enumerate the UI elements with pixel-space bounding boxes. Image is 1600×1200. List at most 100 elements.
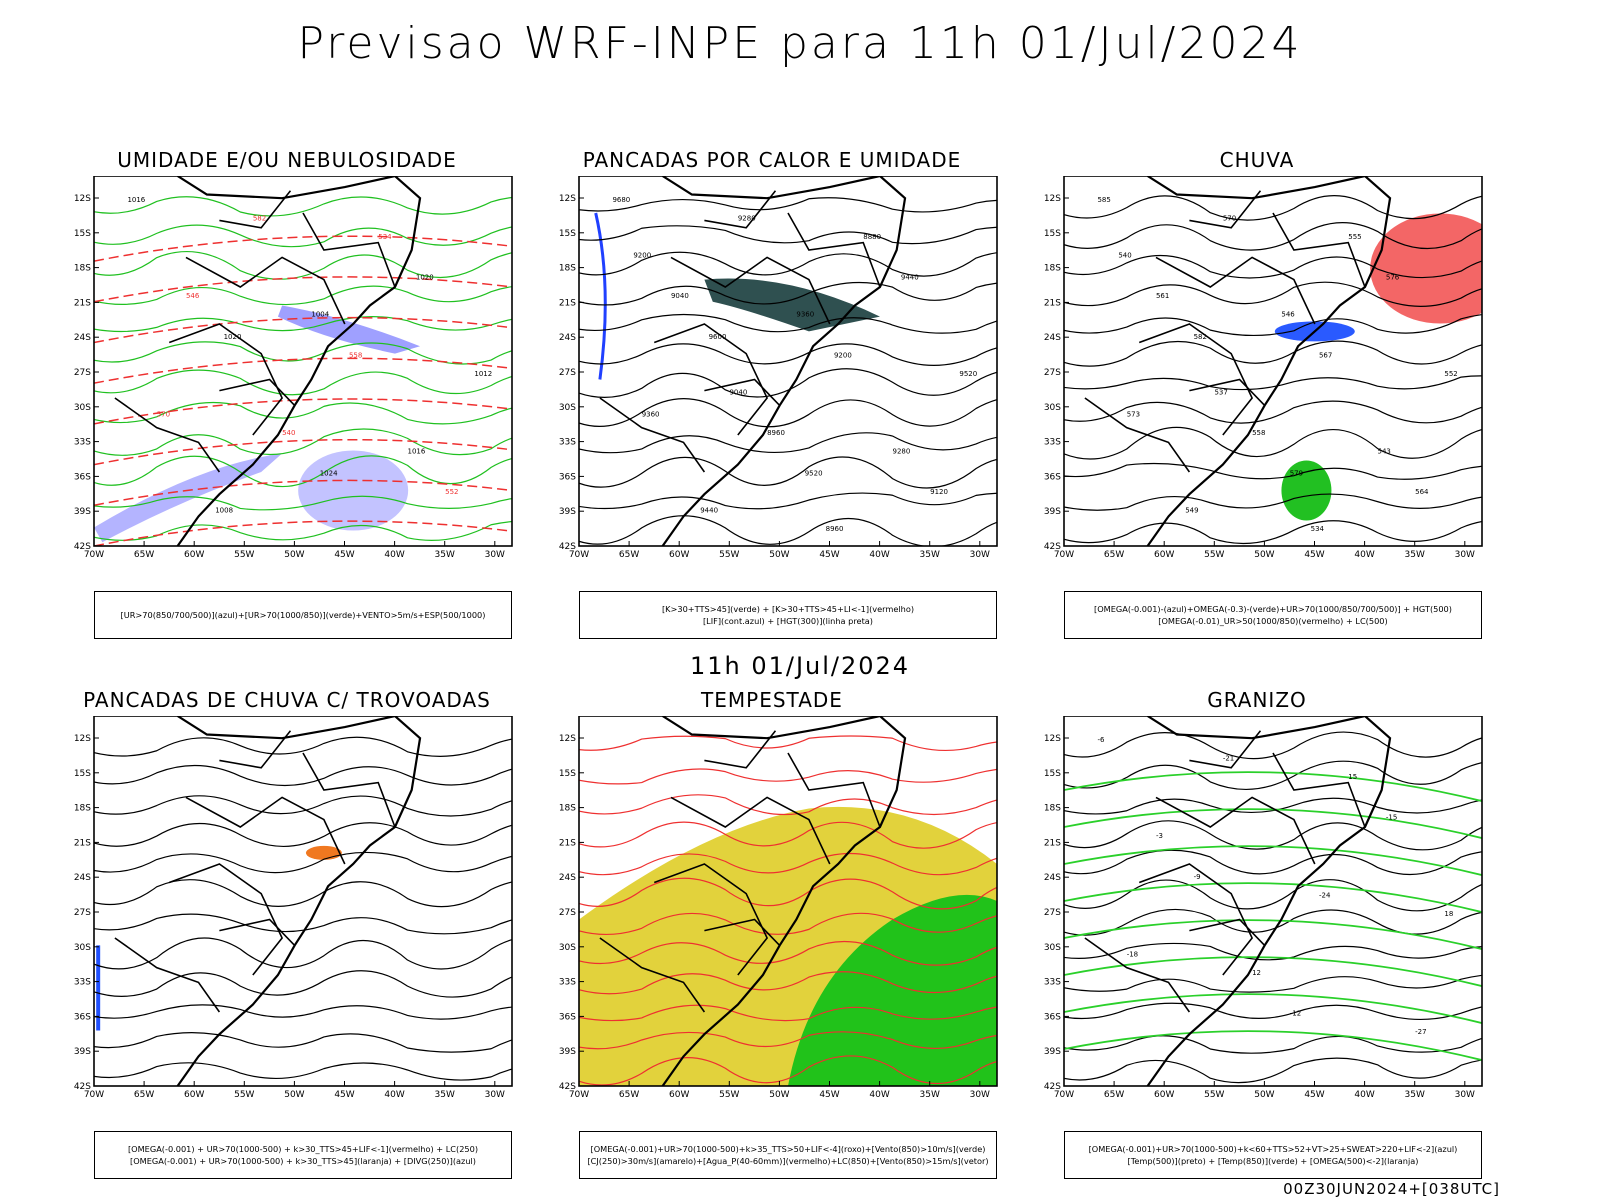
lat-tick-label: 21S [1044, 298, 1061, 308]
lat-tick-label: 30S [1044, 943, 1061, 953]
legend-box: [K>30+TTS>45](verde) + [K>30+TTS>45+LI<-… [579, 591, 997, 639]
lat-tick-label: 42S [559, 1082, 576, 1092]
panel-umidade: UMIDADE E/OU NEBULOSIDADE 1016 1020 1024 102… [52, 148, 522, 639]
contour-label: 9200 [834, 351, 852, 359]
legend-line: [OMEGA(-0.01)_UR>50(1000/850)(vermelho) … [1158, 616, 1388, 626]
contour-label: 1012 [474, 370, 492, 378]
contour-label: 576 [1386, 274, 1400, 282]
lat-tick-label: 42S [1044, 542, 1061, 552]
contour-label: 573 [1127, 411, 1140, 419]
lon-tick-label: 50W [769, 1090, 789, 1100]
lat-tick-label: 42S [74, 542, 91, 552]
lon-tick-label: 35W [435, 550, 455, 560]
lat-tick-label: 21S [74, 838, 91, 848]
lat-tick-label: 24S [559, 333, 576, 343]
contour-label: 9600 [709, 333, 727, 341]
lon-tick-label: 50W [284, 550, 304, 560]
lon-tick-label: 45W [334, 550, 354, 560]
contour-label: 1008 [215, 507, 233, 515]
lat-tick-label: 24S [1044, 873, 1061, 883]
lat-tick-label: 21S [74, 298, 91, 308]
lat-tick-label: 39S [74, 1047, 91, 1057]
lat-tick-label: 27S [559, 368, 576, 378]
lon-tick-label: 70W [1054, 550, 1074, 560]
lat-tick-label: 24S [1044, 333, 1061, 343]
lat-tick-label: 39S [1044, 507, 1061, 517]
contour-label: 1004 [311, 311, 329, 319]
lat-tick-label: 42S [559, 542, 576, 552]
contour-label: 558 [349, 351, 362, 359]
lat-tick-label: 36S [1044, 472, 1061, 482]
lon-tick-label: 60W [669, 1090, 689, 1100]
lon-tick-label: 45W [1304, 550, 1324, 560]
legend-line: [Temp(500)](preto) + [Temp(850)](verde) … [1127, 1156, 1419, 1166]
lat-tick-label: 12S [1044, 194, 1061, 204]
contour-label: 534 [1311, 525, 1325, 533]
legend-line: [LIF](cont.azul) + [HGT(300)](linha pret… [702, 616, 874, 626]
panel-title: GRANIZO [1207, 688, 1307, 712]
page-title: Previsao WRF-INPE para 11h 01/Jul/2024 [297, 18, 1303, 69]
lon-tick-label: 70W [84, 1090, 104, 1100]
contour-label: 8960 [767, 429, 785, 437]
lon-tick-label: 60W [184, 550, 204, 560]
lon-tick-label: 65W [619, 1090, 639, 1100]
lon-tick-label: 40W [384, 1090, 404, 1100]
lat-tick-label: 21S [559, 838, 576, 848]
lon-tick-label: 40W [384, 550, 404, 560]
lon-tick-label: 40W [1354, 1090, 1374, 1100]
lon-tick-label: 65W [1104, 1090, 1124, 1100]
contour-label: 9520 [959, 370, 977, 378]
lat-tick-label: 18S [559, 804, 576, 814]
legend-line: [OMEGA(-0.001) + UR>70(1000-500) + k>30_… [127, 1144, 479, 1154]
contour-label: 1020 [224, 333, 242, 341]
lat-tick-label: 12S [74, 734, 91, 744]
lat-tick-label: 21S [1044, 838, 1061, 848]
contour-label: -12 [1290, 1010, 1301, 1018]
legend-box: [OMEGA(-0.001)+UR>70(1000-500)+k>35_TTS>… [579, 1131, 997, 1179]
lon-tick-label: 55W [719, 550, 739, 560]
lon-tick-label: 30W [485, 550, 505, 560]
lat-tick-label: 42S [1044, 1082, 1061, 1092]
contour-label: 552 [1444, 370, 1457, 378]
contour-label: 582 [1194, 333, 1207, 341]
lat-tick-label: 30S [1044, 403, 1061, 413]
lat-tick-label: 36S [559, 1012, 576, 1022]
contour-label: 1020 [416, 274, 434, 282]
lon-tick-label: 30W [1455, 550, 1475, 560]
panel-title: PANCADAS DE CHUVA C/ TROVOADAS [83, 688, 491, 712]
contour-label: 585 [1097, 196, 1110, 204]
map-granizo: -6 -9 -12 -15 -18 -21 -24 -27 -3 12 15 18 12S 15S 18S 2… [1044, 716, 1483, 1100]
lon-tick-label: 30W [1455, 1090, 1475, 1100]
contour-label: 9040 [729, 388, 747, 396]
lat-tick-label: 27S [1044, 908, 1061, 918]
contour-label: 561 [1156, 292, 1169, 300]
legend-line: [OMEGA(-0.001) + UR>70(1000-500) + k>30_… [130, 1156, 476, 1166]
lat-tick-label: 27S [559, 908, 576, 918]
map-umidade: 1016 1020 1024 1020 570 582 558 552 546 540 534 101… [74, 176, 513, 560]
lat-tick-label: 18S [1044, 804, 1061, 814]
contour-label: 552 [445, 488, 458, 496]
lon-tick-label: 50W [769, 550, 789, 560]
lon-tick-label: 70W [569, 1090, 589, 1100]
lon-tick-label: 55W [234, 550, 254, 560]
contour-label: -18 [1127, 951, 1138, 959]
contour-label: 9360 [796, 311, 814, 319]
lon-tick-label: 50W [1254, 550, 1274, 560]
lat-tick-label: 39S [559, 1047, 576, 1057]
lat-tick-label: 36S [559, 472, 576, 482]
lon-tick-label: 65W [134, 1090, 154, 1100]
legend-line: [CJ(250)>30m/s](amarelo)+[Agua_P(40-60mm… [587, 1156, 989, 1166]
lat-tick-label: 36S [74, 1012, 91, 1022]
map-pancadas-calor: 9680 9600 9520 9440 9360 9280 9200 9120 9040 8960… [559, 176, 998, 560]
panel-tempestade: TEMPESTADE 12S 15S 18S 21S 24S 27S 30S 33S 36S 39S… [537, 688, 1007, 1179]
lon-tick-label: 55W [1204, 550, 1224, 560]
contour-label: 1016 [127, 196, 145, 204]
panel-chuva: CHUVA 585 582 579 576 573 570 567 564 561 558 555 55… [1022, 148, 1492, 639]
forecast-time-label: 11h 01/Jul/2024 [689, 652, 911, 680]
lon-tick-label: 30W [970, 1090, 990, 1100]
contour-label: 564 [1415, 488, 1429, 496]
contour-label: -9 [1194, 873, 1201, 881]
contour-label: -6 [1097, 736, 1105, 744]
lon-tick-label: 45W [334, 1090, 354, 1100]
